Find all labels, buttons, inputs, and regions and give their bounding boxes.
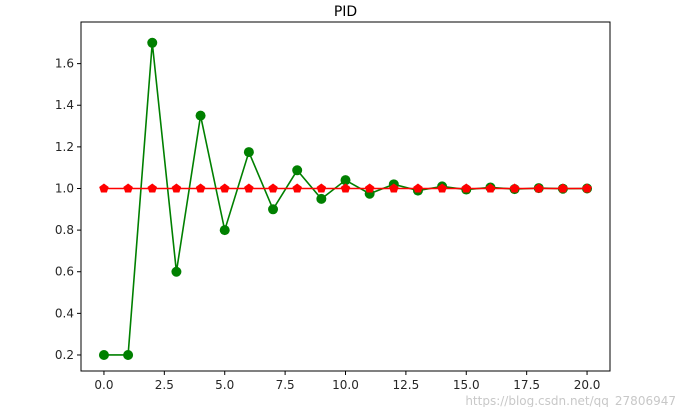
y-tick-label: 0.4 xyxy=(55,306,74,320)
y-tick-label: 1.6 xyxy=(55,57,74,71)
data-point xyxy=(219,225,230,236)
data-point xyxy=(171,266,182,277)
data-point xyxy=(533,183,544,193)
data-point xyxy=(268,204,279,215)
axes-frame xyxy=(80,21,611,372)
x-tick-label: 10.0 xyxy=(332,378,359,392)
x-tick-label: 12.5 xyxy=(393,378,420,392)
data-point xyxy=(340,183,351,193)
data-point xyxy=(147,183,158,193)
data-point xyxy=(123,349,134,360)
data-point xyxy=(558,183,568,193)
data-point xyxy=(268,183,278,193)
x-tick-label: 20.0 xyxy=(574,378,601,392)
series-0 xyxy=(98,37,593,360)
data-point xyxy=(582,183,592,193)
data-point xyxy=(98,349,109,360)
data-point xyxy=(195,110,206,121)
y-tick-label: 1.0 xyxy=(55,181,74,195)
data-point xyxy=(364,183,375,193)
data-point xyxy=(316,193,327,204)
data-point xyxy=(509,183,520,193)
x-tick-label: 0.0 xyxy=(94,378,113,392)
data-point xyxy=(195,183,206,193)
data-point xyxy=(292,183,302,193)
y-tick-label: 0.2 xyxy=(55,348,74,362)
data-point xyxy=(461,183,472,193)
data-point xyxy=(316,183,327,193)
data-point xyxy=(123,183,133,193)
x-tick-label: 2.5 xyxy=(155,378,174,392)
data-point xyxy=(171,183,182,193)
data-point xyxy=(413,183,423,193)
x-tick-label: 7.5 xyxy=(276,378,295,392)
series-line xyxy=(103,42,588,356)
data-point xyxy=(292,165,303,176)
x-tick-label: 15.0 xyxy=(453,378,480,392)
data-point xyxy=(244,183,254,193)
data-point xyxy=(485,183,496,193)
data-point xyxy=(99,183,109,193)
y-tick-label: 0.8 xyxy=(55,223,74,237)
data-point xyxy=(243,147,254,158)
x-tick-label: 17.5 xyxy=(513,378,540,392)
chart-title: PID xyxy=(334,4,357,20)
series-1 xyxy=(99,183,592,193)
data-point xyxy=(219,183,230,193)
y-tick-label: 0.6 xyxy=(55,265,74,279)
y-tick-label: 1.4 xyxy=(55,98,74,112)
data-point xyxy=(147,37,158,48)
x-tick-label: 5.0 xyxy=(215,378,234,392)
data-point xyxy=(437,183,447,193)
data-point xyxy=(340,175,351,186)
data-point xyxy=(389,183,399,193)
y-tick-label: 1.2 xyxy=(55,140,74,154)
watermark: https://blog.csdn.net/qq_27806947 xyxy=(465,394,676,407)
